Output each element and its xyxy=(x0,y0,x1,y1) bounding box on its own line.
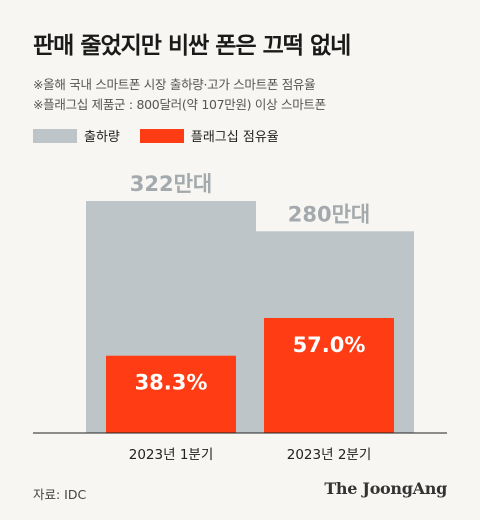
source-credit: 자료: IDC xyxy=(33,487,87,502)
chart-title: 판매 줄었지만 비싼 폰은 끄떡 없네 xyxy=(33,33,351,59)
legend-item-shipments: 출하량 xyxy=(33,126,120,145)
x-tick-label-2: 2023년 2분기 xyxy=(287,447,372,463)
note-flagship-definition: ※플래그십 제품군 : 800달러(약 107만원) 이상 스마트폰 xyxy=(33,97,326,112)
legend-label-flagship-share: 플래그십 점유율 xyxy=(190,130,279,145)
bar-flagship-share-1 xyxy=(106,355,236,433)
label-shipments-2: 280만대 xyxy=(288,202,370,226)
label-flagship-share-1: 38.3% xyxy=(135,371,208,395)
legend-swatch-shipments xyxy=(33,128,77,143)
note-market-scope: ※올해 국내 스마트폰 시장 출하량·고가 스마트폰 점유율 xyxy=(33,77,316,92)
brand-logo: The JoongAng xyxy=(324,479,447,498)
label-flagship-share-2: 57.0% xyxy=(293,333,366,357)
bar-flagship-share-2 xyxy=(264,318,394,433)
legend-swatch-flagship-share xyxy=(139,128,184,143)
legend-item-flagship-share: 플래그십 점유율 xyxy=(139,126,279,145)
legend-label-shipments: 출하량 xyxy=(84,130,120,145)
x-tick-label-1: 2023년 1분기 xyxy=(129,447,214,463)
legend: 출하량 플래그십 점유율 xyxy=(33,126,291,145)
label-shipments-1: 322만대 xyxy=(130,172,212,196)
